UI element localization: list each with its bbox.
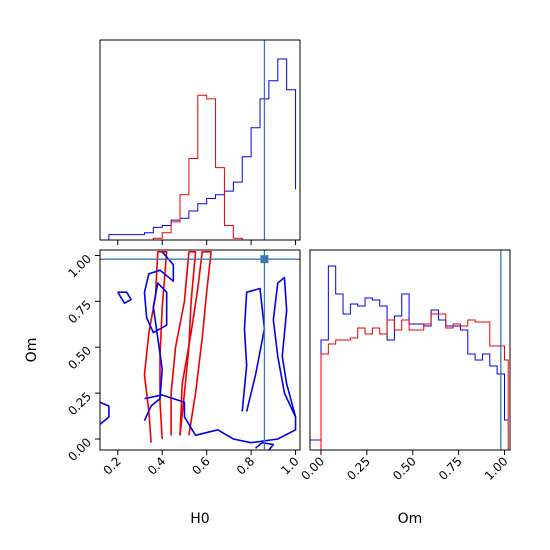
om-histogram-panel: 0.00 0.25 0.50 0.75 1.00 Om [298,249,511,527]
om-x-tick-label: 0.50 [390,454,419,483]
om-x-tick-label: 0.25 [344,454,373,483]
joint-contour-panel: 0.2 0.4 0.6 0.8 1.0 0.000.250.500.751.00 H0 … [24,249,302,527]
om-x-tick-label: 1.00 [482,454,511,483]
contour-series [100,251,297,450]
contour-red-2 [179,251,212,436]
h0-x-ticks: 0.2 0.4 0.6 0.8 1.0 [100,450,302,478]
h0-axis-label: H0 [190,511,209,527]
contour-blue-4 [143,251,175,421]
h0-x-tick-label: 0.4 [145,454,168,477]
contour-blue-6 [255,441,275,450]
h0-hist-blue [100,58,297,241]
h0-histogram-frame [99,39,301,241]
joint-frame [99,249,301,451]
om-x-tick-label: 0.75 [436,454,465,483]
h0-histogram-series [100,58,297,241]
h0-histogram-panel [99,39,301,245]
om-y-ticks: 0.00 0.25 0.50 0.75 1.00 [65,252,100,464]
contour-blue-5 [241,287,266,412]
om-axis-label: Om [24,338,40,363]
contour-blue-3 [144,276,297,444]
om-x-ticks: 0.00 0.25 0.50 0.75 1.00 [298,450,511,483]
om-y-tick-label: 0.50 [65,343,94,372]
om-y-tick-label: 0.00 [65,435,94,464]
h0-hist-red [100,94,296,241]
om-y-tick-label: 0.75 [65,298,94,327]
contour-blue-7 [117,291,132,305]
om-histogram-frame [309,249,511,451]
h0-histogram-ticks [117,240,297,245]
contour-blue-8 [100,401,110,425]
om-y-tick-label: 0.25 [65,389,94,418]
om-hist-red [310,313,509,451]
h0-x-tick-label: 0.8 [234,454,257,477]
contour-red-1 [170,251,197,436]
om-y-tick-label: 1.00 [65,252,94,281]
om-hist-blue [309,265,509,450]
om-x-tick-label: 0.00 [298,454,327,483]
contour-red-0 [143,251,168,443]
h0-x-tick-label: 0.2 [100,454,123,477]
om-histogram-series [309,265,509,451]
truth-marker [260,255,269,264]
h0-x-tick-label: 0.6 [189,454,212,477]
om-x-axis-label: Om [398,511,423,527]
